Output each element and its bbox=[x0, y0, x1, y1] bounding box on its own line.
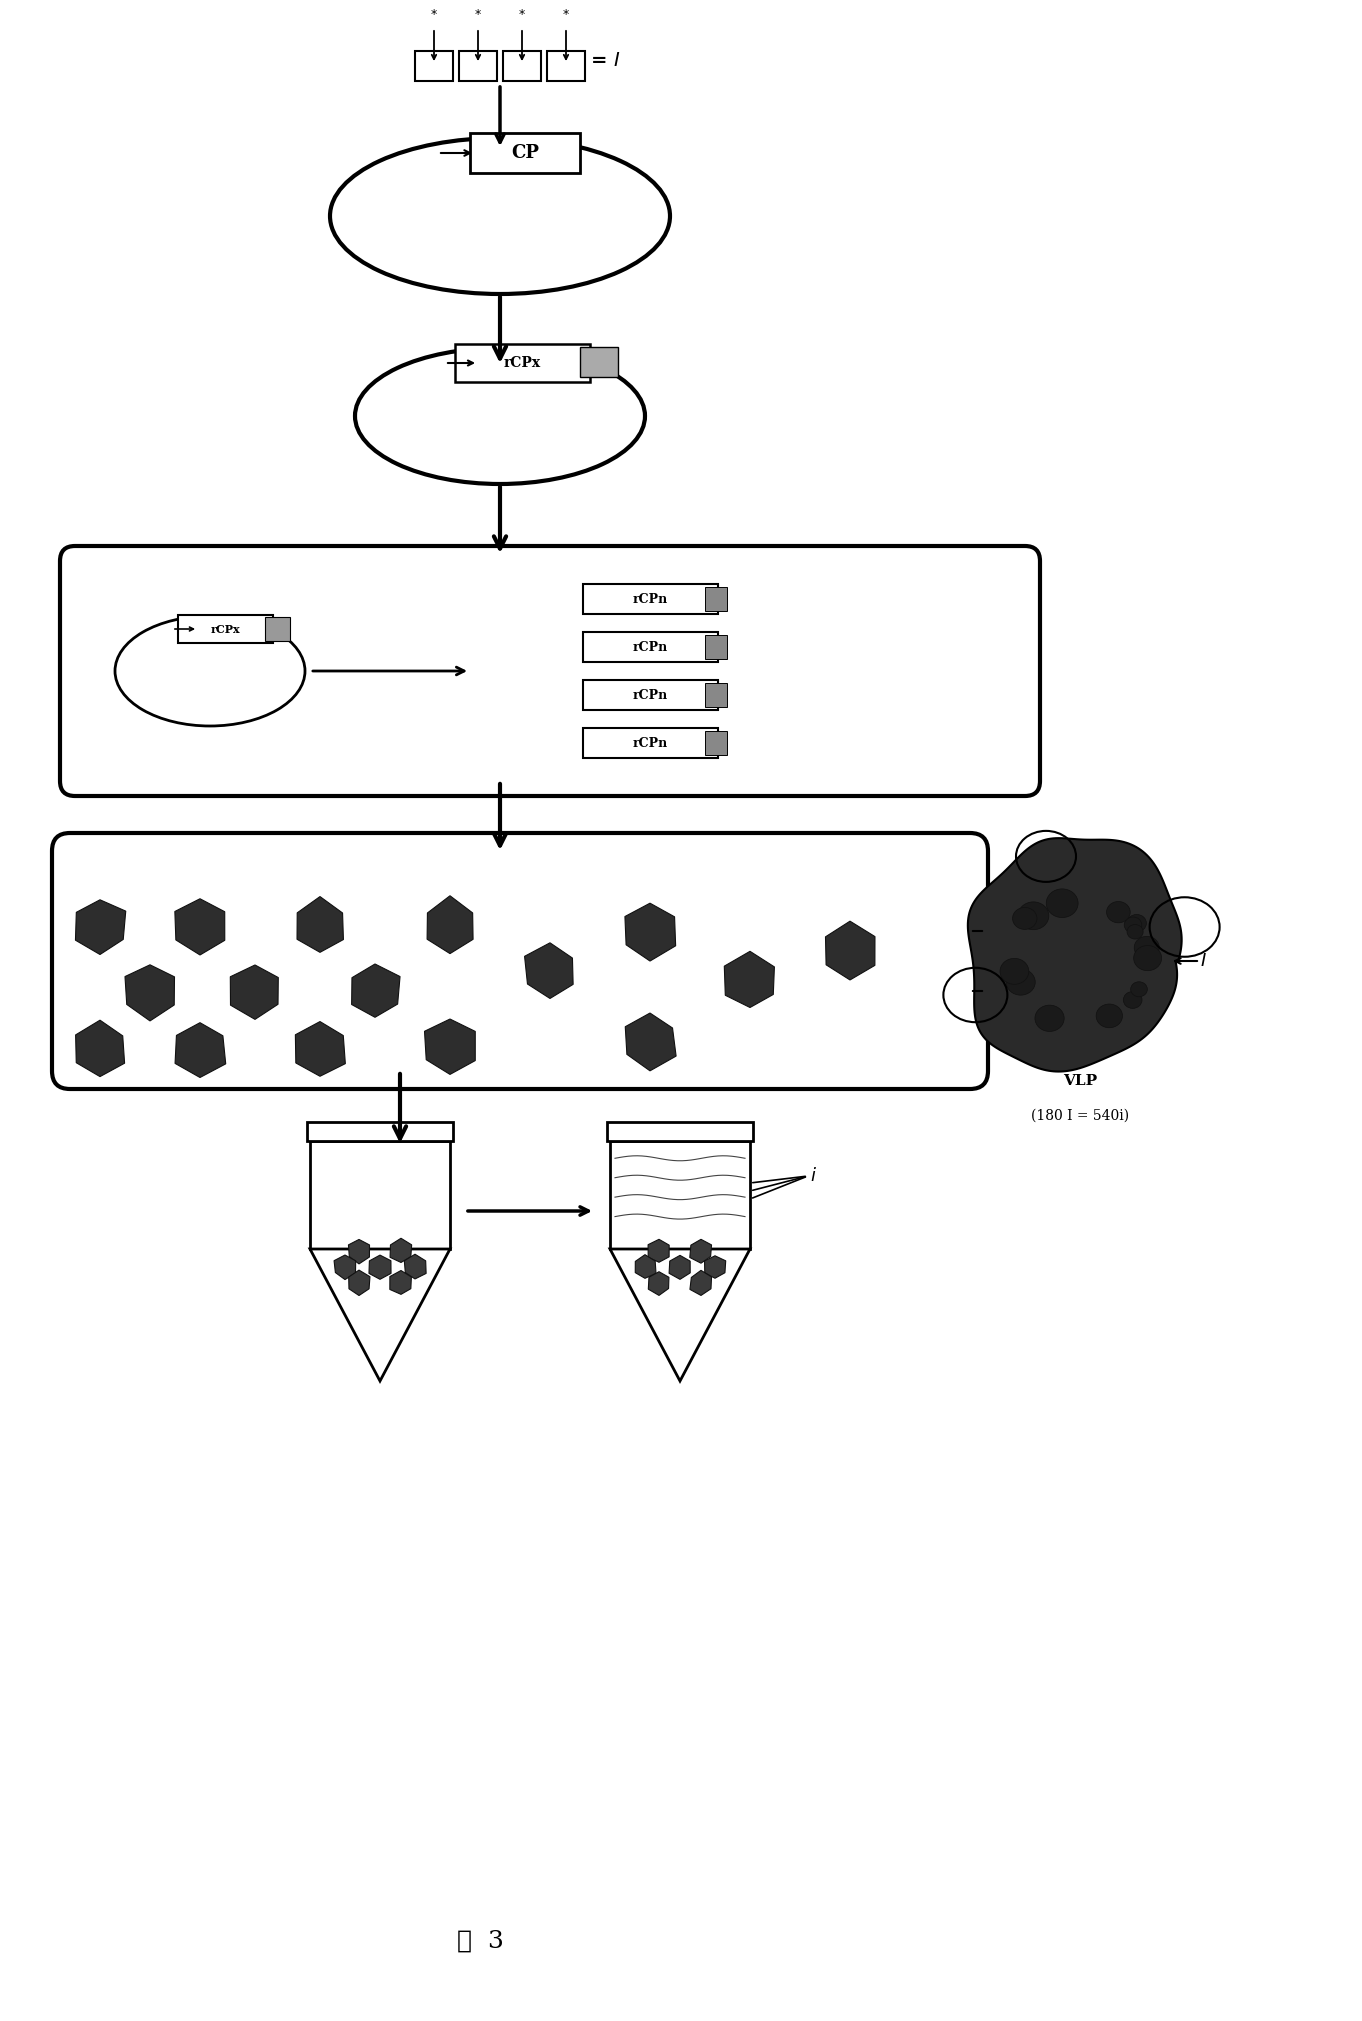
Polygon shape bbox=[689, 1239, 711, 1263]
Ellipse shape bbox=[1126, 924, 1143, 940]
Polygon shape bbox=[524, 944, 573, 998]
Polygon shape bbox=[230, 964, 278, 1019]
Polygon shape bbox=[648, 1271, 669, 1295]
Polygon shape bbox=[176, 1023, 226, 1077]
Polygon shape bbox=[610, 1249, 750, 1380]
Bar bbox=[311, 1142, 449, 1249]
Ellipse shape bbox=[1007, 968, 1035, 994]
Polygon shape bbox=[75, 899, 125, 954]
Polygon shape bbox=[351, 964, 400, 1017]
Polygon shape bbox=[311, 1249, 449, 1380]
Ellipse shape bbox=[1000, 958, 1028, 984]
Ellipse shape bbox=[1126, 913, 1147, 932]
Polygon shape bbox=[369, 1255, 391, 1279]
Text: (180 I = 540i): (180 I = 540i) bbox=[1031, 1110, 1129, 1124]
Ellipse shape bbox=[1012, 907, 1036, 930]
Bar bbox=[583, 679, 718, 709]
Bar bbox=[455, 344, 590, 382]
Polygon shape bbox=[968, 839, 1182, 1071]
Text: 图  3: 图 3 bbox=[456, 1930, 504, 1952]
Bar bbox=[470, 133, 580, 174]
Polygon shape bbox=[405, 1255, 426, 1279]
Bar bbox=[503, 51, 541, 81]
Bar bbox=[706, 732, 727, 756]
FancyBboxPatch shape bbox=[52, 833, 987, 1089]
Bar bbox=[583, 584, 718, 614]
Ellipse shape bbox=[1106, 901, 1130, 924]
Ellipse shape bbox=[1124, 992, 1141, 1008]
Ellipse shape bbox=[1046, 889, 1079, 918]
Ellipse shape bbox=[1124, 918, 1141, 934]
Text: rCPx: rCPx bbox=[504, 356, 541, 370]
Text: *: * bbox=[430, 8, 437, 20]
Text: rCPn: rCPn bbox=[632, 689, 667, 701]
Polygon shape bbox=[125, 964, 174, 1021]
Text: rCPn: rCPn bbox=[632, 736, 667, 750]
Polygon shape bbox=[297, 897, 343, 952]
Polygon shape bbox=[76, 1021, 124, 1077]
Polygon shape bbox=[349, 1239, 369, 1263]
Polygon shape bbox=[625, 903, 676, 962]
Ellipse shape bbox=[1135, 936, 1159, 958]
Polygon shape bbox=[825, 922, 874, 980]
Text: *: * bbox=[563, 8, 569, 20]
Bar bbox=[706, 586, 727, 610]
Polygon shape bbox=[390, 1239, 411, 1263]
Bar bbox=[306, 1122, 454, 1142]
Polygon shape bbox=[349, 1269, 370, 1295]
Text: VLP: VLP bbox=[1062, 1073, 1096, 1087]
Polygon shape bbox=[390, 1271, 411, 1293]
Bar bbox=[706, 635, 727, 659]
Ellipse shape bbox=[1133, 946, 1162, 970]
Bar bbox=[610, 1142, 750, 1249]
Polygon shape bbox=[635, 1255, 656, 1279]
Bar bbox=[583, 633, 718, 663]
Bar bbox=[415, 51, 454, 81]
Polygon shape bbox=[425, 1019, 475, 1075]
Bar bbox=[266, 616, 290, 641]
Ellipse shape bbox=[1035, 1004, 1064, 1031]
FancyBboxPatch shape bbox=[60, 546, 1041, 796]
Bar bbox=[459, 51, 497, 81]
Text: $\mathit{i}$: $\mathit{i}$ bbox=[810, 1166, 817, 1184]
Text: *: * bbox=[519, 8, 526, 20]
Polygon shape bbox=[669, 1255, 691, 1279]
Text: CP: CP bbox=[511, 143, 539, 162]
Ellipse shape bbox=[1096, 1004, 1122, 1029]
Polygon shape bbox=[648, 1239, 669, 1263]
Bar bbox=[177, 614, 272, 643]
Polygon shape bbox=[725, 952, 775, 1008]
Text: rCPn: rCPn bbox=[632, 592, 667, 606]
Polygon shape bbox=[174, 899, 225, 956]
Bar bbox=[548, 51, 586, 81]
Ellipse shape bbox=[1130, 982, 1147, 996]
Polygon shape bbox=[704, 1255, 726, 1277]
Bar bbox=[580, 348, 618, 378]
Polygon shape bbox=[428, 895, 473, 954]
Polygon shape bbox=[296, 1021, 346, 1077]
Text: $\mathit{I}$: $\mathit{I}$ bbox=[1200, 952, 1207, 970]
Ellipse shape bbox=[1017, 901, 1049, 930]
Text: rCPn: rCPn bbox=[632, 641, 667, 653]
Bar bbox=[607, 1122, 753, 1142]
Polygon shape bbox=[691, 1271, 711, 1295]
Text: *: * bbox=[475, 8, 481, 20]
Polygon shape bbox=[625, 1013, 676, 1071]
Bar bbox=[706, 683, 727, 707]
Polygon shape bbox=[334, 1255, 355, 1279]
Text: rCPx: rCPx bbox=[210, 624, 240, 635]
Text: = $\mathit{I}$: = $\mathit{I}$ bbox=[590, 53, 620, 71]
Bar bbox=[583, 728, 718, 758]
